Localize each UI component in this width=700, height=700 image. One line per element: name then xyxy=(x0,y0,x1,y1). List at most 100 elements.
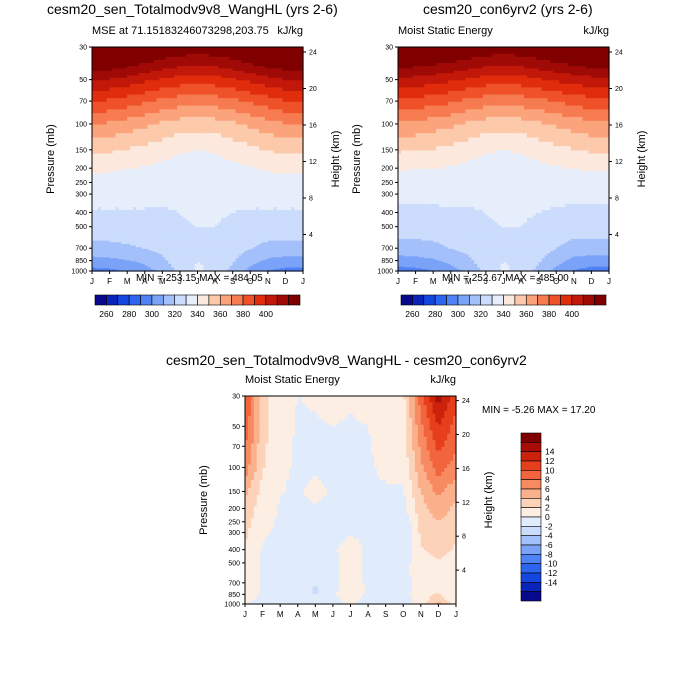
heatmap-cell xyxy=(97,234,102,238)
heatmap-cell xyxy=(191,248,196,250)
heatmap-cell xyxy=(285,241,289,244)
heatmap-cell xyxy=(259,261,263,264)
heatmap-cell xyxy=(118,254,122,257)
heatmap-cell xyxy=(133,212,137,216)
heatmap-cell xyxy=(273,149,278,154)
heatmap-cell xyxy=(179,259,184,262)
heatmap-cell xyxy=(153,206,158,210)
heatmap-cell xyxy=(282,263,287,265)
heatmap-cell xyxy=(297,186,301,189)
heatmap-cell xyxy=(282,254,287,257)
heatmap-cell xyxy=(297,234,301,238)
heatmap-cell xyxy=(141,175,146,179)
heatmap-cell xyxy=(229,240,234,243)
heatmap-cell xyxy=(130,226,134,230)
heatmap-cell xyxy=(141,250,146,253)
heatmap-cell xyxy=(103,236,108,239)
heatmap-cell xyxy=(232,253,237,256)
heatmap-cell xyxy=(188,155,193,160)
heatmap-cell xyxy=(291,209,295,214)
heatmap-cell xyxy=(97,180,102,184)
heatmap-cell xyxy=(185,243,190,246)
heatmap-cell xyxy=(244,175,248,179)
heatmap-cell xyxy=(106,263,111,265)
heatmap-cell xyxy=(194,261,199,264)
heatmap-cell xyxy=(159,172,163,176)
heatmap-cell xyxy=(115,244,119,248)
heatmap-cell xyxy=(203,132,207,138)
heatmap-cell xyxy=(185,182,190,185)
heatmap-cell xyxy=(235,241,240,244)
heatmap-cell xyxy=(176,241,181,244)
heatmap-cell xyxy=(109,217,114,221)
heatmap-cell xyxy=(259,267,263,270)
heatmap-cell xyxy=(144,260,149,263)
heatmap-cell xyxy=(300,267,304,270)
heatmap-cell xyxy=(194,258,199,261)
heatmap-cell xyxy=(106,262,111,264)
heatmap-cell xyxy=(244,262,248,264)
heatmap-cell xyxy=(206,200,210,204)
heatmap-cell xyxy=(124,212,128,216)
heatmap-cell xyxy=(100,190,105,193)
heatmap-cell xyxy=(162,228,166,232)
heatmap-cell xyxy=(138,212,143,216)
heatmap-cell xyxy=(127,172,131,176)
heatmap-cell xyxy=(124,172,128,176)
heatmap-cell xyxy=(124,248,128,250)
heatmap-cell xyxy=(156,265,160,267)
heatmap-cell xyxy=(118,186,122,189)
heatmap-cell xyxy=(168,267,172,270)
heatmap-cell xyxy=(241,212,245,216)
heatmap-cell xyxy=(159,261,163,264)
heatmap-cell xyxy=(223,188,228,191)
heatmap-cell xyxy=(124,259,128,262)
heatmap-cell xyxy=(156,155,160,160)
heatmap-cell xyxy=(185,263,190,265)
heatmap-cell xyxy=(206,257,210,260)
heatmap-cell xyxy=(241,264,245,266)
heatmap-cell xyxy=(291,257,295,260)
heatmap-cell xyxy=(206,254,210,257)
heatmap-cell xyxy=(194,262,199,264)
heatmap-cell xyxy=(191,246,196,249)
heatmap-cell xyxy=(232,197,237,201)
heatmap-cell xyxy=(156,226,160,230)
heatmap-cell xyxy=(247,257,251,260)
heatmap-cell xyxy=(121,266,125,268)
heatmap-cell xyxy=(141,230,146,234)
heatmap-cell xyxy=(300,184,304,187)
heatmap-cell xyxy=(156,203,160,207)
heatmap-cell xyxy=(264,244,269,248)
heatmap-cell xyxy=(229,165,234,169)
heatmap-cell xyxy=(226,257,231,260)
heatmap-cell xyxy=(171,180,175,184)
heatmap-cell xyxy=(194,209,199,214)
heatmap-cell xyxy=(153,141,158,147)
heatmap-cell xyxy=(285,168,289,172)
heatmap-cell xyxy=(200,250,204,253)
heatmap-cell xyxy=(279,194,284,198)
heatmap-cell xyxy=(223,255,228,258)
heatmap-cell xyxy=(147,250,152,253)
heatmap-cell xyxy=(294,262,298,264)
heatmap-cell xyxy=(247,209,251,214)
heatmap-cell xyxy=(106,224,111,228)
heatmap-cell xyxy=(215,238,219,241)
heatmap-cell xyxy=(97,214,102,218)
heatmap-cell xyxy=(197,236,202,239)
heatmap-cell xyxy=(92,268,96,270)
heatmap-cell xyxy=(253,241,257,244)
heatmap-cell xyxy=(194,252,199,255)
heatmap-cell xyxy=(215,221,219,225)
heatmap-cell xyxy=(267,262,272,264)
heatmap-cell xyxy=(168,165,172,169)
heatmap-cell xyxy=(212,221,216,225)
heatmap-cell xyxy=(209,155,213,160)
heatmap-cell xyxy=(135,256,140,259)
heatmap-cell xyxy=(150,249,155,251)
heatmap-cell xyxy=(229,159,234,163)
heatmap-cell xyxy=(121,132,125,138)
heatmap-cell xyxy=(127,221,131,225)
heatmap-cell xyxy=(270,228,275,232)
